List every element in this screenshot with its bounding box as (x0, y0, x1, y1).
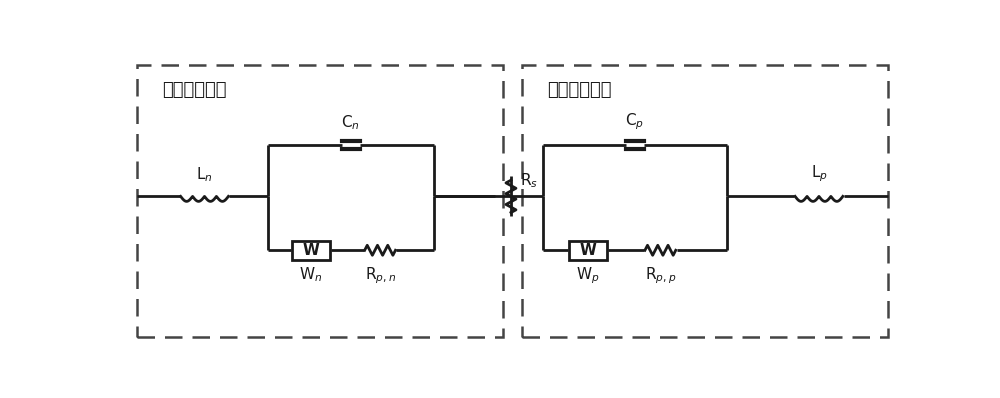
Text: L$_p$: L$_p$ (811, 164, 827, 184)
Text: 正极等效电路: 正极等效电路 (547, 81, 612, 99)
Text: R$_s$: R$_s$ (520, 172, 538, 190)
Text: W$_n$: W$_n$ (299, 266, 322, 284)
Text: C$_p$: C$_p$ (625, 112, 644, 133)
Text: W: W (302, 243, 319, 258)
Text: C$_n$: C$_n$ (341, 114, 360, 133)
Text: W$_p$: W$_p$ (576, 266, 600, 286)
Text: R$_{p,p}$: R$_{p,p}$ (645, 266, 676, 286)
Bar (522, 65, 888, 337)
Bar (569, 241, 607, 260)
Bar (292, 241, 330, 260)
Text: W: W (580, 243, 596, 258)
Bar (137, 65, 503, 337)
Text: R$_{p,n}$: R$_{p,n}$ (365, 266, 396, 286)
Text: 负极等效电路: 负极等效电路 (162, 81, 227, 99)
Text: L$_n$: L$_n$ (196, 165, 213, 184)
